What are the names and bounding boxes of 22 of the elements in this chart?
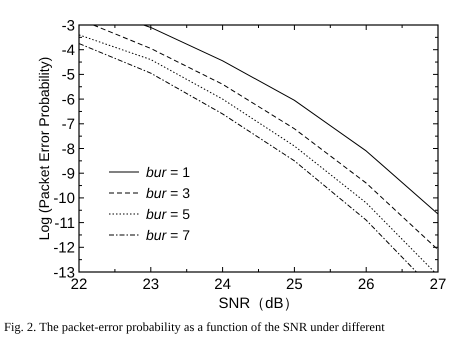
y-tick-label: -6 xyxy=(62,91,75,108)
legend-label: bur = 5 xyxy=(146,206,190,222)
legend-label: bur = 1 xyxy=(146,164,190,180)
x-tick-label: 24 xyxy=(214,276,231,293)
y-tick-label: -4 xyxy=(62,42,75,59)
x-tick-label: 26 xyxy=(358,276,375,293)
x-axis-title: SNR（dB） xyxy=(218,295,299,312)
y-tick-label: -5 xyxy=(62,66,75,84)
y-tick-label: -11 xyxy=(54,214,75,232)
legend-label: bur = 3 xyxy=(146,184,190,201)
y-tick-label: -7 xyxy=(62,116,75,134)
y-axis-title: Log (Packet Error Probability) xyxy=(36,56,52,240)
caption: Fig. 2. The packet-error probability as a function of the SNR under different xyxy=(4,320,386,334)
x-tick-label: 23 xyxy=(142,276,160,293)
y-tick-label: -10 xyxy=(53,190,75,208)
y-tick-label: -12 xyxy=(53,240,75,257)
y-tick-label: -3 xyxy=(62,17,75,34)
y-tick-label: -8 xyxy=(62,140,75,158)
legend-label: bur = 7 xyxy=(146,226,190,243)
x-tick-label: 27 xyxy=(430,276,446,293)
x-tick-label: 25 xyxy=(286,276,303,293)
y-tick-label: -9 xyxy=(62,165,75,182)
